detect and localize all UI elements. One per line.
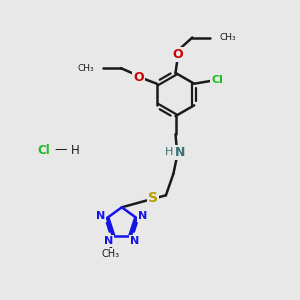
Text: CH₃: CH₃ <box>220 33 236 42</box>
Text: O: O <box>172 48 183 62</box>
Text: H: H <box>71 143 80 157</box>
Text: N: N <box>138 211 148 221</box>
Text: N: N <box>175 146 185 159</box>
Text: N: N <box>104 236 113 246</box>
Text: O: O <box>134 70 144 84</box>
Text: S: S <box>148 191 158 205</box>
Text: Cl: Cl <box>37 143 50 157</box>
Text: Cl: Cl <box>212 75 223 85</box>
Text: CH₃: CH₃ <box>101 248 119 259</box>
Text: N: N <box>96 211 105 221</box>
Text: CH₃: CH₃ <box>78 64 94 73</box>
Text: N: N <box>130 236 140 246</box>
Text: —: — <box>54 143 67 157</box>
Text: H: H <box>165 147 174 157</box>
